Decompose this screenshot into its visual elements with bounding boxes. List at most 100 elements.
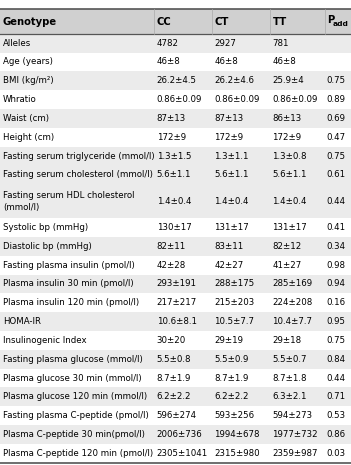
Bar xyxy=(0,312,351,331)
Text: 131±17: 131±17 xyxy=(214,223,249,232)
Text: 0.16: 0.16 xyxy=(327,298,346,307)
Bar xyxy=(0,90,351,109)
Text: 0.44: 0.44 xyxy=(327,197,346,206)
Text: CC: CC xyxy=(157,17,171,27)
Text: 83±11: 83±11 xyxy=(214,242,244,251)
Text: 596±274: 596±274 xyxy=(157,411,197,420)
Text: 41±27: 41±27 xyxy=(272,261,302,270)
Text: 6.2±2.2: 6.2±2.2 xyxy=(157,392,191,401)
Text: 5.6±1.1: 5.6±1.1 xyxy=(272,170,307,179)
Text: 1.3±0.8: 1.3±0.8 xyxy=(272,152,307,160)
Text: Fasting plasma glucose (mmol/l): Fasting plasma glucose (mmol/l) xyxy=(3,355,143,364)
Text: 1.4±0.4: 1.4±0.4 xyxy=(157,197,191,206)
Text: Genotype: Genotype xyxy=(3,17,57,27)
Text: 82±11: 82±11 xyxy=(157,242,186,251)
Text: 5.6±1.1: 5.6±1.1 xyxy=(214,170,249,179)
Text: 0.86±0.09: 0.86±0.09 xyxy=(272,95,318,104)
Bar xyxy=(0,128,351,146)
Text: 26.2±4.5: 26.2±4.5 xyxy=(157,76,197,85)
Text: Plasma insulin 120 min (pmol/l): Plasma insulin 120 min (pmol/l) xyxy=(3,298,139,307)
Text: 2359±987: 2359±987 xyxy=(272,449,318,458)
Bar xyxy=(0,9,351,34)
Text: Systolic bp (mmHg): Systolic bp (mmHg) xyxy=(3,223,88,232)
Text: 593±256: 593±256 xyxy=(214,411,254,420)
Text: 217±217: 217±217 xyxy=(157,298,197,307)
Text: BMI (kg/m²): BMI (kg/m²) xyxy=(3,76,53,85)
Text: Diastolic bp (mmHg): Diastolic bp (mmHg) xyxy=(3,242,92,251)
Text: Plasma glucose 30 min (mmol/l): Plasma glucose 30 min (mmol/l) xyxy=(3,373,141,383)
Bar xyxy=(0,350,351,369)
Text: (mmol/l): (mmol/l) xyxy=(3,204,39,213)
Bar xyxy=(0,109,351,128)
Text: 86±13: 86±13 xyxy=(272,114,302,123)
Text: 0.84: 0.84 xyxy=(327,355,346,364)
Text: 0.98: 0.98 xyxy=(327,261,346,270)
Text: 0.86±0.09: 0.86±0.09 xyxy=(157,95,202,104)
Text: 131±17: 131±17 xyxy=(272,223,307,232)
Text: 8.7±1.9: 8.7±1.9 xyxy=(157,373,191,383)
Text: 2006±736: 2006±736 xyxy=(157,430,202,439)
Text: Fasting serum triglyceride (mmol/l): Fasting serum triglyceride (mmol/l) xyxy=(3,152,154,160)
Text: 2305±1041: 2305±1041 xyxy=(157,449,208,458)
Text: CT: CT xyxy=(214,17,229,27)
Text: 87±13: 87±13 xyxy=(157,114,186,123)
Text: Fasting serum HDL cholesterol: Fasting serum HDL cholesterol xyxy=(3,191,134,199)
Text: 0.69: 0.69 xyxy=(327,114,346,123)
Text: 25.9±4: 25.9±4 xyxy=(272,76,304,85)
Text: 6.3±2.1: 6.3±2.1 xyxy=(272,392,307,401)
Text: 2315±980: 2315±980 xyxy=(214,449,260,458)
Text: 30±20: 30±20 xyxy=(157,336,186,345)
Text: 0.34: 0.34 xyxy=(327,242,346,251)
Text: 0.94: 0.94 xyxy=(327,279,346,288)
Text: 0.95: 0.95 xyxy=(327,317,346,326)
Text: 172±9: 172±9 xyxy=(157,133,186,142)
Text: 0.75: 0.75 xyxy=(327,152,346,160)
Bar xyxy=(0,237,351,256)
Text: 6.2±2.2: 6.2±2.2 xyxy=(214,392,249,401)
Text: 130±17: 130±17 xyxy=(157,223,191,232)
Text: 29±19: 29±19 xyxy=(214,336,244,345)
Text: 0.89: 0.89 xyxy=(327,95,346,104)
Text: 5.5±0.9: 5.5±0.9 xyxy=(214,355,249,364)
Text: 1.4±0.4: 1.4±0.4 xyxy=(214,197,249,206)
Text: HOMA-IR: HOMA-IR xyxy=(3,317,41,326)
Text: 5.5±0.8: 5.5±0.8 xyxy=(157,355,191,364)
Text: 0.03: 0.03 xyxy=(327,449,346,458)
Text: 594±273: 594±273 xyxy=(272,411,312,420)
Text: P: P xyxy=(327,15,334,25)
Text: 8.7±1.8: 8.7±1.8 xyxy=(272,373,307,383)
Text: 285±169: 285±169 xyxy=(272,279,312,288)
Text: 4782: 4782 xyxy=(157,39,179,47)
Text: 26.2±4.6: 26.2±4.6 xyxy=(214,76,254,85)
Text: 0.41: 0.41 xyxy=(327,223,346,232)
Text: Age (years): Age (years) xyxy=(3,58,53,66)
Bar xyxy=(0,53,351,72)
Text: 172±9: 172±9 xyxy=(272,133,302,142)
Bar xyxy=(0,146,351,166)
Text: 172±9: 172±9 xyxy=(214,133,244,142)
Text: 0.71: 0.71 xyxy=(327,392,346,401)
Bar xyxy=(0,406,351,425)
Text: 1.3±1.1: 1.3±1.1 xyxy=(214,152,249,160)
Text: 5.5±0.7: 5.5±0.7 xyxy=(272,355,307,364)
Bar xyxy=(0,72,351,90)
Text: 0.53: 0.53 xyxy=(327,411,346,420)
Text: Height (cm): Height (cm) xyxy=(3,133,54,142)
Text: Insulinogenic Index: Insulinogenic Index xyxy=(3,336,86,345)
Text: 46±8: 46±8 xyxy=(272,58,296,66)
Bar xyxy=(0,34,351,53)
Text: 215±203: 215±203 xyxy=(214,298,255,307)
Text: 1994±678: 1994±678 xyxy=(214,430,260,439)
Bar xyxy=(0,331,351,350)
Text: 2927: 2927 xyxy=(214,39,236,47)
Bar xyxy=(0,256,351,274)
Text: 1977±732: 1977±732 xyxy=(272,430,318,439)
Text: 1.4±0.4: 1.4±0.4 xyxy=(272,197,307,206)
Bar xyxy=(0,184,351,218)
Bar xyxy=(0,425,351,444)
Text: Alleles: Alleles xyxy=(3,39,31,47)
Bar xyxy=(0,218,351,237)
Text: Fasting serum cholesterol (mmol/l): Fasting serum cholesterol (mmol/l) xyxy=(3,170,153,179)
Text: 0.86±0.09: 0.86±0.09 xyxy=(214,95,260,104)
Bar xyxy=(0,274,351,293)
